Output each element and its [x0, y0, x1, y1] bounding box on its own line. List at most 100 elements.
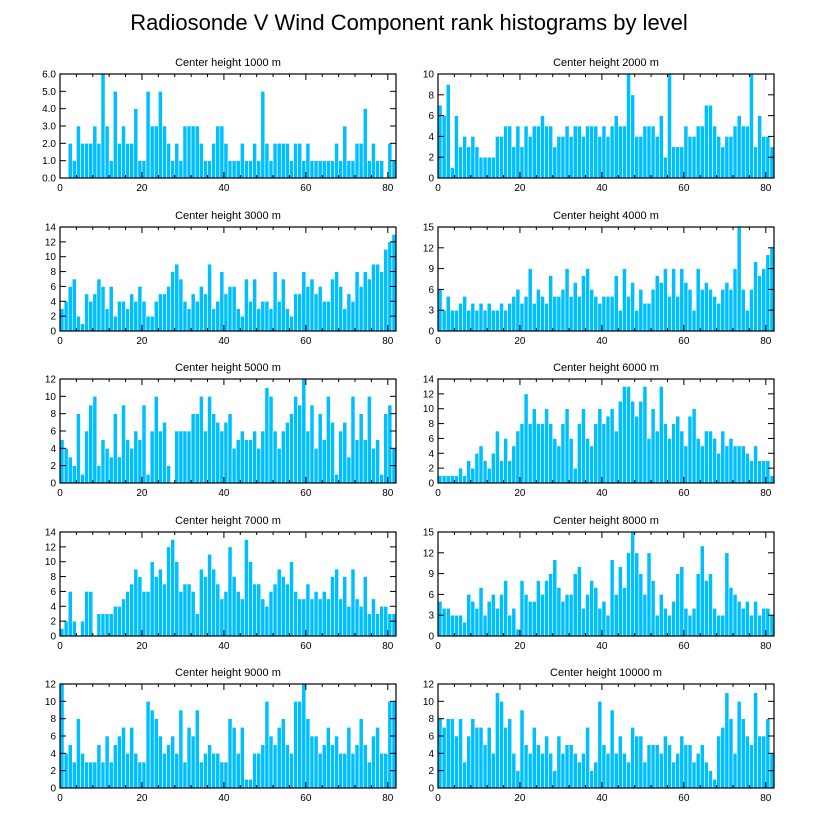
panel-4-bar-55 — [663, 268, 668, 332]
panel-1-bar-27 — [170, 160, 176, 179]
panel-5-ytick-label: 6 — [50, 427, 56, 438]
panel-10-xtick-label: 80 — [760, 793, 772, 804]
panel-2-bar-0 — [437, 104, 443, 179]
panel-5-bar-37 — [211, 413, 217, 484]
panel-5-bar-14 — [117, 456, 122, 484]
panel-4-bar-48 — [634, 309, 640, 332]
panel-8-bar-44 — [617, 566, 623, 637]
panel-5-bar-61 — [309, 404, 315, 484]
panel-10-bar-76 — [749, 744, 754, 789]
panel-6-bar-2 — [445, 475, 451, 484]
panel-2-ytick-label: 4 — [428, 132, 434, 143]
panel-3-bar-46 — [248, 300, 253, 332]
panel-2-bar-78 — [757, 115, 763, 179]
panel-8-bar-4 — [454, 614, 459, 637]
panel-9-bar-4 — [76, 718, 81, 789]
panel-10-bar-37 — [589, 770, 595, 789]
panel-4-bar-38 — [593, 296, 599, 332]
panel-2-bar-40 — [601, 125, 607, 179]
panel-2-bar-7 — [466, 146, 472, 179]
panel-8-bar-34 — [577, 566, 582, 637]
panel-4-bar-76 — [749, 289, 754, 332]
panel-9-bar-56 — [289, 753, 294, 789]
panel-8-bar-46 — [626, 552, 631, 637]
panel-10-bar-15 — [499, 701, 504, 789]
panel-3-ytick-label: 0 — [50, 327, 56, 338]
panel-9-bar-45 — [244, 779, 249, 789]
panel-3-bar-33 — [194, 300, 200, 332]
panel-9-bar-9 — [96, 744, 102, 789]
panel-7-ytick-label: 0 — [50, 632, 56, 643]
panel-9-bar-54 — [280, 718, 286, 789]
panel-6-title: Center height 6000 m — [553, 362, 659, 374]
panel-2-bar-15 — [499, 136, 504, 179]
panel-4-bar-68 — [716, 302, 722, 332]
panel-10-bar-45 — [622, 753, 627, 789]
panel-6-bar-73 — [736, 445, 742, 484]
panel-9-bar-72 — [354, 744, 360, 789]
panel-5-bar-9 — [96, 465, 102, 484]
panel-8-bar-77 — [753, 601, 758, 637]
panel-8-bar-8 — [470, 601, 476, 637]
panel-4-xtick-label: 60 — [678, 336, 690, 347]
panel-2-bar-50 — [642, 125, 648, 179]
panel-5-bar-64 — [321, 439, 327, 484]
panel-8-bar-74 — [740, 607, 746, 637]
panel-3-bar-44 — [239, 315, 245, 332]
panel-2-bar-20 — [519, 146, 525, 179]
panel-10-ytick-label: 8 — [428, 714, 434, 725]
panel-6-bar-31 — [564, 408, 570, 484]
panel-7-bar-78 — [379, 605, 385, 637]
panel-5-bar-21 — [145, 474, 151, 484]
panel-5-bar-39 — [219, 430, 225, 484]
panel-4-bar-3 — [449, 309, 455, 332]
panel-9-bar-29 — [178, 709, 184, 789]
panel-1-xtick-label: 0 — [57, 183, 63, 194]
panel-10-bar-73 — [736, 701, 742, 789]
panel-8-bar-64 — [699, 545, 705, 637]
panel-3-bar-8 — [92, 293, 98, 332]
panel-3-xtick-label: 0 — [57, 336, 63, 347]
panel-8-bar-26 — [544, 580, 549, 637]
panel-3-bar-60 — [305, 286, 311, 332]
panel-10-bar-49 — [638, 735, 644, 789]
panel-9-bar-75 — [367, 761, 372, 789]
panel-5-bar-48 — [256, 448, 262, 484]
panel-2-bar-27 — [548, 125, 554, 179]
panel-3-bar-63 — [317, 286, 323, 332]
panel-7-title: Center height 7000 m — [175, 515, 281, 527]
figure-title: Radiosonde V Wind Component rank histogr… — [130, 10, 688, 35]
panel-4-ytick-label: 15 — [423, 223, 435, 234]
panel-7-bar-63 — [317, 598, 323, 637]
panel-9-bar-46 — [248, 779, 253, 789]
panel-2-bar-61 — [687, 136, 693, 179]
panel-8-bar-3 — [449, 614, 455, 637]
panel-6-bar-36 — [585, 438, 590, 484]
panel-5-bar-24 — [158, 430, 163, 484]
panel-6-bar-58 — [675, 415, 681, 484]
panel-3-bar-58 — [297, 293, 303, 332]
panel-7-bar-11 — [104, 613, 110, 637]
panel-10-bar-8 — [470, 718, 476, 789]
panel-10-bar-74 — [740, 718, 746, 789]
panel-6-ytick-label: 10 — [423, 404, 435, 415]
panel-1-bar-41 — [227, 160, 233, 179]
panel-2-bar-8 — [470, 136, 476, 179]
panel-6-bar-27 — [548, 423, 554, 484]
panel-4-xtick-label: 80 — [760, 336, 772, 347]
panel-8-bar-53 — [654, 614, 660, 637]
panel-6-bar-33 — [572, 467, 578, 484]
panel-1-bar-54 — [280, 143, 286, 179]
panel-9-bar-62 — [313, 735, 319, 789]
panel-1-bar-42 — [231, 160, 237, 179]
panel-9-bar-6 — [84, 761, 89, 789]
panel-1-bar-17 — [129, 143, 135, 179]
panel-10-bar-46 — [626, 761, 631, 789]
panel-4-bar-19 — [515, 289, 521, 332]
panel-10-bar-13 — [490, 753, 496, 789]
panel-1-ytick-label: 1.0 — [42, 156, 56, 167]
panel-5-title: Center height 5000 m — [175, 362, 281, 374]
panel-10-bar-16 — [503, 727, 508, 789]
panel-1-ytick-label: 4.0 — [42, 104, 56, 115]
panel-6-bar-75 — [745, 452, 750, 484]
